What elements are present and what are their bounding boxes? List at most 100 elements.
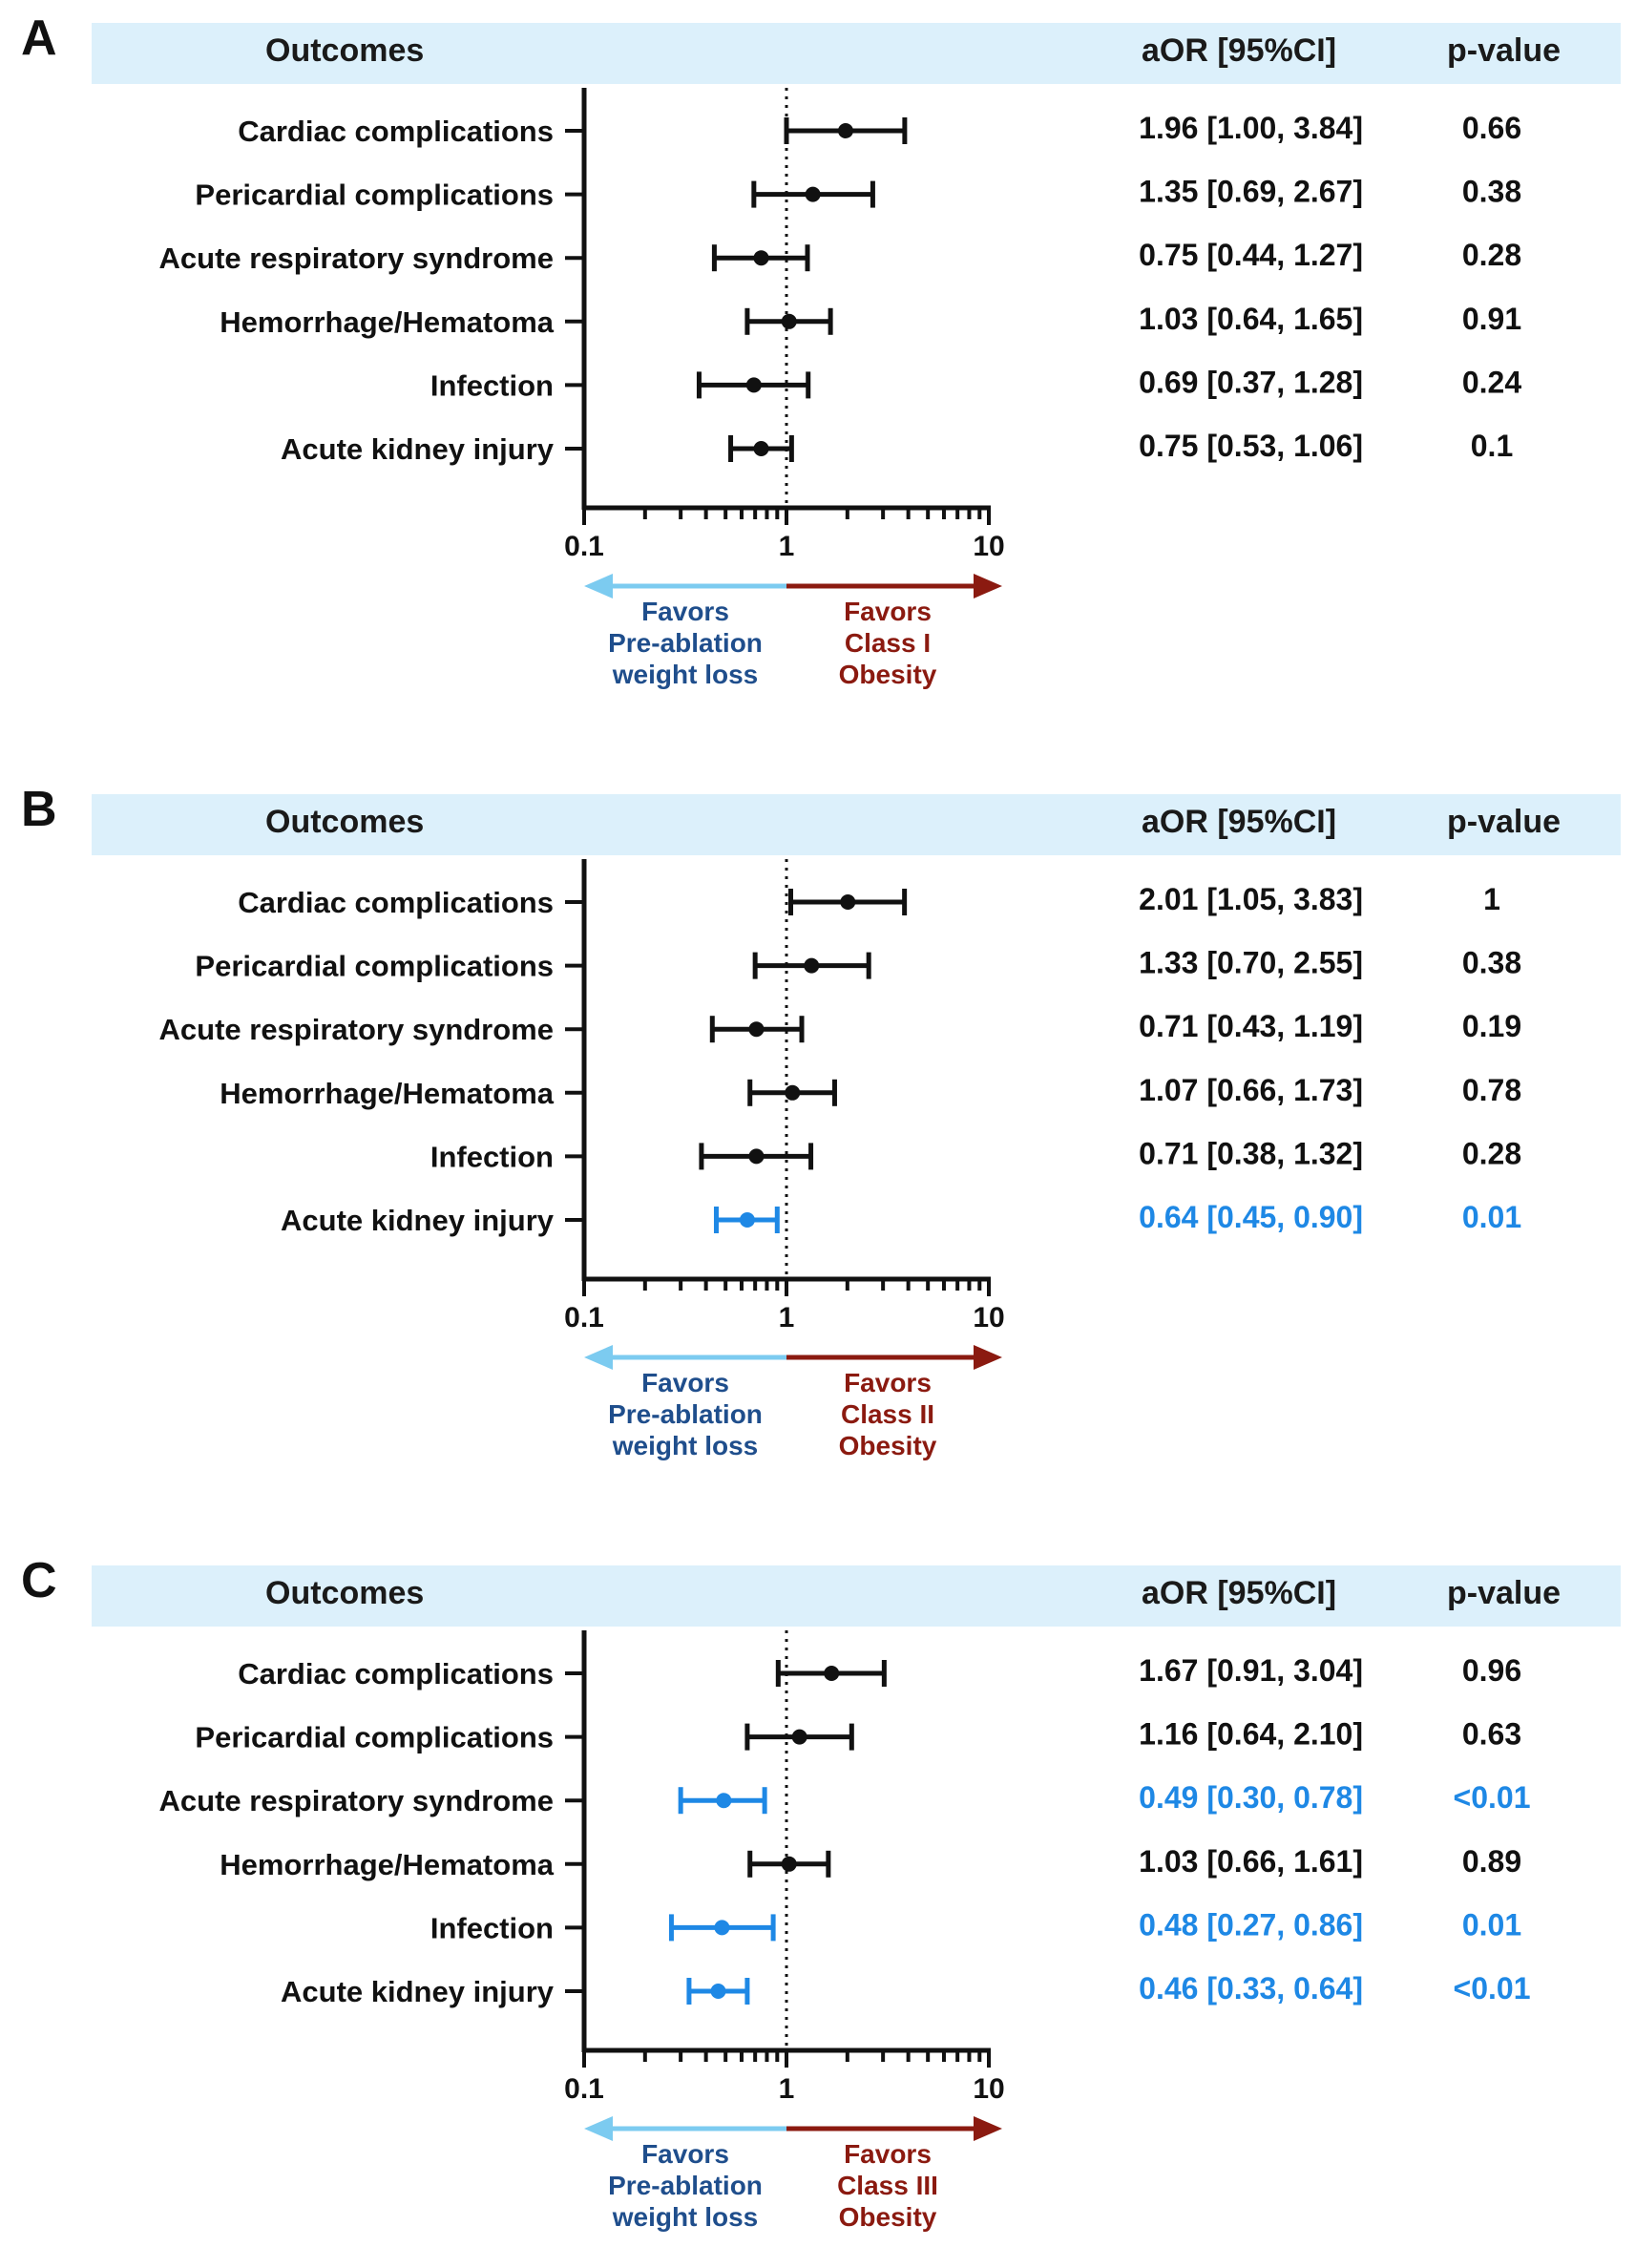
header-pvalue: p-value (1447, 1575, 1562, 1611)
point-estimate (714, 1920, 730, 1936)
point-estimate (791, 1729, 807, 1745)
header-aor: aOR [95%CI] (1142, 1575, 1337, 1611)
panel-letter: B (21, 782, 57, 837)
x-tick-label: 1 (779, 1302, 795, 1334)
favors-left-label: Pre-ablation (608, 1399, 763, 1429)
x-tick-label: 0.1 (564, 531, 604, 562)
aor-value: 1.16 [0.64, 2.10] (1139, 1717, 1363, 1752)
favors-right-label: Obesity (839, 660, 937, 689)
outcome-label: Cardiac complications (238, 886, 554, 919)
header-outcomes: Outcomes (265, 1575, 425, 1611)
outcome-label: Pericardial complications (195, 1721, 554, 1754)
point-estimate (710, 1984, 726, 1999)
aor-value: 0.75 [0.53, 1.06] (1139, 429, 1363, 463)
point-estimate (781, 313, 797, 329)
point-estimate (805, 186, 821, 202)
p-value: 0.28 (1462, 238, 1521, 272)
right-arrow-head (974, 2116, 1002, 2141)
aor-value: 1.35 [0.69, 2.67] (1139, 175, 1363, 209)
point-estimate (739, 1212, 755, 1228)
right-arrow-head (974, 1345, 1002, 1370)
favors-left-label: Favors (641, 597, 729, 626)
aor-value: 1.03 [0.66, 1.61] (1139, 1844, 1363, 1879)
x-tick-label: 1 (779, 2073, 795, 2105)
p-value: 0.19 (1462, 1009, 1521, 1043)
p-value: 0.66 (1462, 111, 1521, 145)
right-arrow-head (974, 574, 1002, 598)
outcome-label: Pericardial complications (195, 178, 554, 212)
aor-value: 0.49 [0.30, 0.78] (1139, 1780, 1363, 1815)
p-value: 0.01 (1462, 1907, 1521, 1942)
aor-value: 1.33 [0.70, 2.55] (1139, 946, 1363, 980)
outcome-label: Acute respiratory syndrome (159, 242, 554, 275)
outcome-label: Cardiac complications (238, 1657, 554, 1690)
header-pvalue: p-value (1447, 32, 1562, 69)
outcome-label: Infection (430, 1140, 554, 1173)
point-estimate (804, 957, 820, 974)
aor-value: 1.67 [0.91, 3.04] (1139, 1653, 1363, 1688)
favors-right-label: Favors (844, 597, 932, 626)
favors-right-label: Class II (841, 1399, 934, 1429)
point-estimate (753, 250, 769, 266)
outcome-label: Hemorrhage/Hematoma (220, 305, 554, 339)
favors-right-label: Favors (844, 1368, 932, 1397)
header-aor: aOR [95%CI] (1142, 804, 1337, 840)
outcome-label: Hemorrhage/Hematoma (220, 1848, 554, 1881)
forest-plot-a: 0.1 1 10 Cardiac complications 1.96 [1.00, 3… (159, 88, 1521, 689)
header-outcomes: Outcomes (265, 804, 425, 840)
point-estimate (748, 1148, 765, 1165)
aor-value: 2.01 [1.05, 3.83] (1139, 882, 1363, 916)
p-value: 0.1 (1471, 429, 1513, 463)
left-arrow-head (584, 1345, 613, 1370)
aor-value: 0.71 [0.38, 1.32] (1139, 1136, 1363, 1170)
point-estimate (840, 894, 856, 910)
x-tick-label: 10 (973, 531, 1004, 562)
p-value: 0.96 (1462, 1653, 1521, 1688)
p-value: <0.01 (1454, 1780, 1531, 1815)
p-value: 0.38 (1462, 175, 1521, 209)
left-arrow-head (584, 574, 613, 598)
p-value: 0.89 (1462, 1844, 1521, 1879)
panel-letter: C (21, 1553, 57, 1608)
point-estimate (745, 377, 762, 393)
left-arrow-head (584, 2116, 613, 2141)
aor-value: 1.96 [1.00, 3.84] (1139, 111, 1363, 145)
point-estimate (753, 441, 769, 456)
p-value: 0.63 (1462, 1717, 1521, 1752)
x-tick-label: 0.1 (564, 1302, 604, 1334)
point-estimate (824, 1666, 840, 1681)
panel-letter: A (21, 10, 57, 66)
favors-right-label: Obesity (839, 2202, 937, 2232)
p-value: 0.24 (1462, 365, 1521, 399)
header-bar (92, 794, 1621, 855)
favors-left-label: weight loss (612, 660, 758, 689)
p-value: 0.38 (1462, 946, 1521, 980)
x-tick-label: 1 (779, 531, 795, 562)
outcome-label: Acute respiratory syndrome (159, 1013, 554, 1046)
forest-plot-c: 0.1 1 10 Cardiac complications 1.67 [0.91, 3… (159, 1630, 1531, 2232)
panel-a: A Outcomes aOR [95%CI] p-value 0.1 1 10 Car… (0, 0, 1635, 725)
x-tick-label: 10 (973, 1302, 1004, 1334)
header-outcomes: Outcomes (265, 32, 425, 69)
p-value: 0.78 (1462, 1073, 1521, 1107)
outcome-label: Cardiac complications (238, 115, 554, 148)
p-value: <0.01 (1454, 1971, 1531, 2006)
aor-value: 1.07 [0.66, 1.73] (1139, 1073, 1363, 1107)
x-tick-label: 0.1 (564, 2073, 604, 2105)
outcome-label: Infection (430, 368, 554, 402)
point-estimate (837, 123, 853, 138)
p-value: 0.91 (1462, 302, 1521, 336)
favors-left-label: weight loss (612, 2202, 758, 2232)
header-bar (92, 1565, 1621, 1627)
favors-left-label: Favors (641, 2139, 729, 2169)
header-pvalue: p-value (1447, 804, 1562, 840)
p-value: 1 (1483, 882, 1500, 916)
outcome-label: Acute respiratory syndrome (159, 1784, 554, 1817)
outcome-label: Hemorrhage/Hematoma (220, 1077, 554, 1110)
favors-left-label: Pre-ablation (608, 2171, 763, 2200)
outcome-label: Infection (430, 1911, 554, 1944)
favors-right-label: Class III (837, 2171, 938, 2200)
header-bar (92, 23, 1621, 84)
favors-left-label: Pre-ablation (608, 628, 763, 658)
